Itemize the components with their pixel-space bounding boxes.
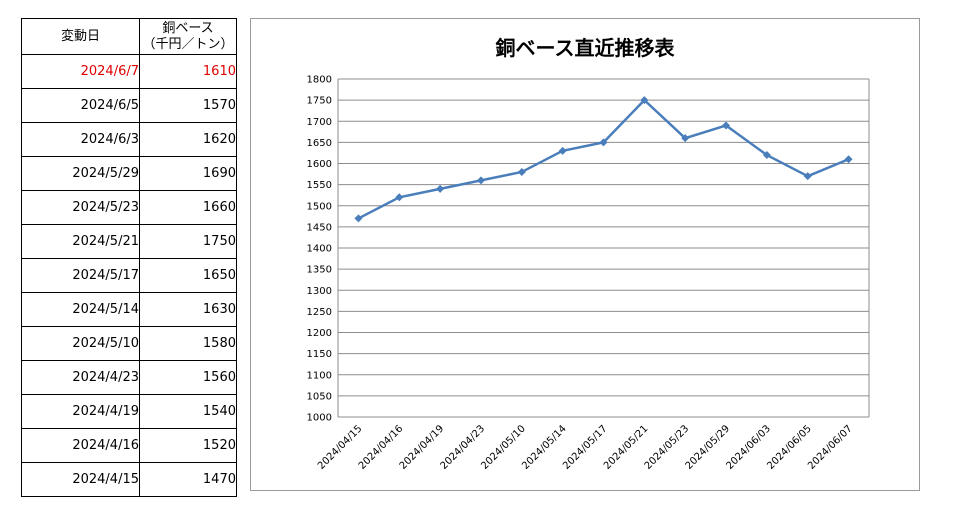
row-date: 2024/4/16 — [21, 428, 140, 463]
table-header-row: 変動日 銅ベース （千円／トン） — [21, 18, 237, 55]
y-tick-label: 1200 — [307, 328, 332, 339]
y-tick-label: 1650 — [307, 138, 332, 149]
data-point — [599, 138, 608, 147]
row-price: 1580 — [139, 326, 237, 361]
table-row: 2024/5/10 1580 — [21, 326, 237, 361]
table-row: 2024/5/29 1690 — [21, 156, 237, 191]
table-row: 2024/6/3 1620 — [21, 122, 237, 157]
chart-title: 銅ベース直近推移表 — [496, 36, 676, 60]
row-price: 1750 — [139, 224, 237, 259]
row-date: 2024/5/21 — [21, 224, 140, 259]
y-tick-label: 1500 — [307, 201, 332, 212]
table-row: 2024/4/23 1560 — [21, 360, 237, 395]
row-price: 1660 — [139, 190, 237, 225]
y-tick-label: 1550 — [307, 180, 332, 191]
y-tick-label: 1600 — [307, 159, 332, 170]
row-price: 1540 — [139, 394, 237, 429]
row-price: 1620 — [139, 122, 237, 157]
data-point — [762, 151, 771, 160]
table-row: 2024/6/7 1610 — [21, 54, 237, 89]
y-tick-label: 1350 — [307, 265, 332, 276]
y-tick-label: 1750 — [307, 96, 332, 107]
row-date: 2024/4/15 — [21, 462, 140, 497]
data-point — [681, 134, 690, 143]
row-date: 2024/4/19 — [21, 394, 140, 429]
data-point — [722, 121, 731, 130]
y-tick-label: 1700 — [307, 117, 332, 128]
price-header-line1: 銅ベース — [162, 20, 214, 36]
data-point — [844, 155, 853, 164]
row-price: 1520 — [139, 428, 237, 463]
data-point — [436, 184, 445, 193]
y-tick-label: 1050 — [307, 391, 332, 402]
y-tick-label: 1800 — [307, 75, 332, 86]
y-tick-label: 1250 — [307, 307, 332, 318]
table-row: 2024/4/19 1540 — [21, 394, 237, 429]
row-date: 2024/5/23 — [21, 190, 140, 225]
row-date: 2024/6/3 — [21, 122, 140, 157]
row-date: 2024/5/17 — [21, 258, 140, 293]
row-date: 2024/5/10 — [21, 326, 140, 361]
table-row: 2024/4/15 1470 — [21, 462, 237, 497]
data-point — [476, 176, 485, 185]
y-tick-label: 1000 — [307, 413, 332, 424]
x-tick-label: 2024/06/07 — [806, 423, 855, 472]
row-price: 1690 — [139, 156, 237, 191]
row-price: 1560 — [139, 360, 237, 395]
data-point — [558, 146, 567, 155]
data-point — [803, 172, 812, 181]
data-point — [517, 167, 526, 176]
date-column-header: 変動日 — [21, 18, 140, 55]
table-row: 2024/5/21 1750 — [21, 224, 237, 259]
row-price: 1470 — [139, 462, 237, 497]
row-price: 1610 — [139, 54, 237, 89]
series-line — [357, 98, 850, 220]
row-price: 1630 — [139, 292, 237, 327]
table-row: 2024/5/17 1650 — [21, 258, 237, 293]
y-tick-label: 1400 — [307, 244, 332, 255]
price-header-line2: （千円／トン） — [142, 36, 234, 52]
row-date: 2024/6/5 — [21, 88, 140, 123]
line-chart: 銅ベース直近推移表 1000 1050 1100 1150 1200 1250 1300 13… — [307, 36, 870, 472]
y-tick-label: 1300 — [307, 286, 332, 297]
chart-area: 銅ベース直近推移表 1000 1050 1100 1150 1200 1250 1300 13… — [250, 18, 920, 491]
row-price: 1650 — [139, 258, 237, 293]
row-date: 2024/5/14 — [21, 292, 140, 327]
y-tick-label: 1150 — [307, 349, 332, 360]
table-row: 2024/4/16 1520 — [21, 428, 237, 463]
data-point — [354, 214, 363, 223]
table-row: 2024/5/23 1660 — [21, 190, 237, 225]
data-point — [640, 96, 649, 105]
row-date: 2024/6/7 — [21, 54, 140, 89]
table-row: 2024/5/14 1630 — [21, 292, 237, 327]
price-column-header: 銅ベース （千円／トン） — [139, 18, 237, 55]
row-date: 2024/4/23 — [21, 360, 140, 395]
y-tick-label: 1450 — [307, 222, 332, 233]
row-date: 2024/5/29 — [21, 156, 140, 191]
row-price: 1570 — [139, 88, 237, 123]
y-tick-label: 1100 — [307, 370, 332, 381]
price-table: 変動日 銅ベース （千円／トン） 2024/6/7 1610 2024/6/5 1570… — [21, 18, 237, 497]
table-row: 2024/6/5 1570 — [21, 88, 237, 123]
data-point — [395, 193, 404, 202]
